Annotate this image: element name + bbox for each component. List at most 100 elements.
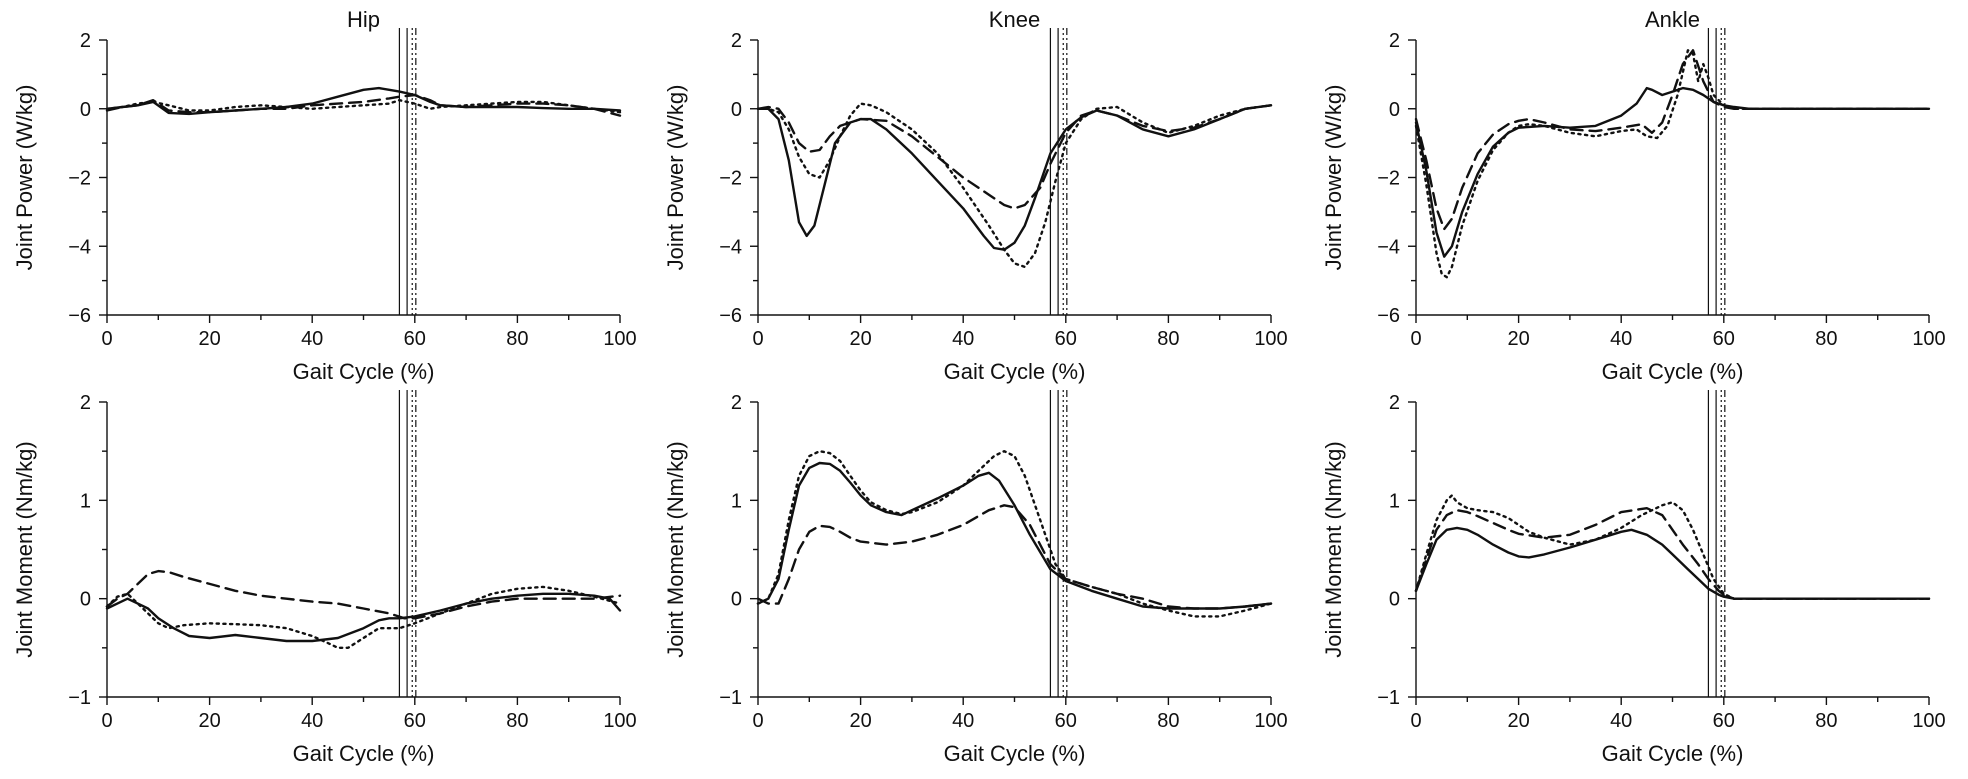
series-line-dashed [756,504,1273,610]
series-line-dashed [105,569,622,620]
chart-panel-1: 0 20 40 60 80 100 −6 −4 −2 0 2 Gait Cycle (%) Joint … [663,7,1288,384]
series-line-solid [105,86,622,116]
x-tick-label: 60 [404,328,426,350]
y-tick-label: −2 [68,168,91,190]
x-tick-label: 40 [952,328,974,350]
y-tick-label: −4 [1377,236,1400,258]
y-axis-label: Joint Power (W/kg) [12,85,37,271]
panel-title: Hip [347,7,380,32]
x-tick-label: 0 [1410,328,1421,350]
y-tick-label: 2 [731,30,742,52]
x-tick-label: 100 [1254,328,1287,350]
y-tick-label: 0 [731,589,742,611]
x-axis-label: Gait Cycle (%) [944,359,1086,384]
x-tick-label: 60 [404,710,426,732]
y-tick-label: 2 [1389,30,1400,52]
x-tick-label: 60 [1713,328,1735,350]
panel-title: Knee [989,7,1040,32]
series-line-dotted [105,98,622,114]
y-tick-label: 1 [1389,490,1400,512]
y-tick-label: 2 [731,392,742,414]
y-tick-label: −1 [68,687,91,709]
series-line-dotted [756,102,1273,269]
y-axis-label: Joint Moment (Nm/kg) [1321,441,1346,657]
panel-title: Ankle [1645,7,1700,32]
x-tick-label: 60 [1055,710,1077,732]
x-axis-label: Gait Cycle (%) [1602,741,1744,766]
x-tick-label: 20 [849,710,871,732]
y-tick-label: 0 [80,99,91,121]
x-tick-label: 40 [1610,328,1632,350]
y-tick-label: −2 [1377,168,1400,190]
y-tick-label: 2 [80,30,91,52]
x-tick-label: 80 [1815,710,1837,732]
y-axis-label: Joint Power (W/kg) [663,85,688,271]
x-axis-label: Gait Cycle (%) [293,741,435,766]
y-tick-label: 1 [80,490,91,512]
series-line-dashed [756,104,1273,210]
x-axis-label: Gait Cycle (%) [293,359,435,384]
chart-panel-2: 0 20 40 60 80 100 −6 −4 −2 0 2 Gait Cycle (%) Joint … [1321,7,1946,384]
series-line-solid [1414,526,1931,600]
x-tick-label: 20 [198,328,220,350]
chart-panel-3: 0 20 40 60 80 100 −1 0 1 2 Gait Cycle (%) Joint Mom… [12,390,637,766]
series-line-dashed [1414,49,1931,231]
y-tick-label: 2 [1389,392,1400,414]
y-tick-label: −4 [719,236,742,258]
x-tick-label: 20 [1507,710,1529,732]
y-tick-label: 2 [80,392,91,414]
x-tick-label: 40 [1610,710,1632,732]
x-tick-label: 60 [1055,328,1077,350]
x-tick-label: 100 [1912,710,1945,732]
chart-panel-0: 0 20 40 60 80 100 −6 −4 −2 0 2 Gait Cycle (%) Joint … [12,7,637,384]
x-tick-label: 100 [1254,710,1287,732]
y-tick-label: −6 [719,305,742,327]
series-line-solid [105,592,622,643]
x-tick-label: 80 [1157,328,1179,350]
x-tick-label: 0 [752,328,763,350]
x-tick-label: 40 [952,710,974,732]
chart-panel-5: 0 20 40 60 80 100 −1 0 1 2 Gait Cycle (%) Joint Mom… [1321,390,1946,766]
series-line-dotted [1414,49,1931,279]
x-tick-label: 0 [101,710,112,732]
series-line-dotted [756,450,1273,618]
x-tick-label: 60 [1713,710,1735,732]
y-tick-label: −1 [719,687,742,709]
y-tick-label: 0 [1389,589,1400,611]
series-line-dashed [105,93,622,117]
x-tick-label: 100 [603,328,636,350]
y-axis-label: Joint Moment (Nm/kg) [663,441,688,657]
series-line-solid [1414,86,1931,258]
series-line-solid [756,461,1273,610]
x-tick-label: 20 [849,328,871,350]
x-tick-label: 0 [1410,710,1421,732]
y-tick-label: 0 [731,99,742,121]
x-tick-label: 20 [1507,328,1529,350]
x-tick-label: 20 [198,710,220,732]
x-tick-label: 40 [301,710,323,732]
x-tick-label: 0 [752,710,763,732]
x-tick-label: 80 [1815,328,1837,350]
x-tick-label: 100 [603,710,636,732]
x-tick-label: 40 [301,328,323,350]
y-tick-label: −2 [719,168,742,190]
y-tick-label: −6 [68,305,91,327]
series-line-solid [756,104,1273,251]
x-tick-label: 80 [506,328,528,350]
y-tick-label: 1 [731,490,742,512]
y-tick-label: 0 [1389,99,1400,121]
y-tick-label: −1 [1377,687,1400,709]
y-axis-label: Joint Power (W/kg) [1321,85,1346,271]
y-axis-label: Joint Moment (Nm/kg) [12,441,37,657]
x-tick-label: 100 [1912,328,1945,350]
x-tick-label: 80 [1157,710,1179,732]
x-tick-label: 80 [506,710,528,732]
y-tick-label: 0 [80,589,91,611]
series-line-dotted [1414,494,1931,600]
chart-panel-4: 0 20 40 60 80 100 −1 0 1 2 Gait Cycle (%) Joint Mom… [663,390,1288,766]
y-tick-label: −6 [1377,305,1400,327]
x-axis-label: Gait Cycle (%) [1602,359,1744,384]
y-tick-label: −4 [68,236,91,258]
x-tick-label: 0 [101,328,112,350]
